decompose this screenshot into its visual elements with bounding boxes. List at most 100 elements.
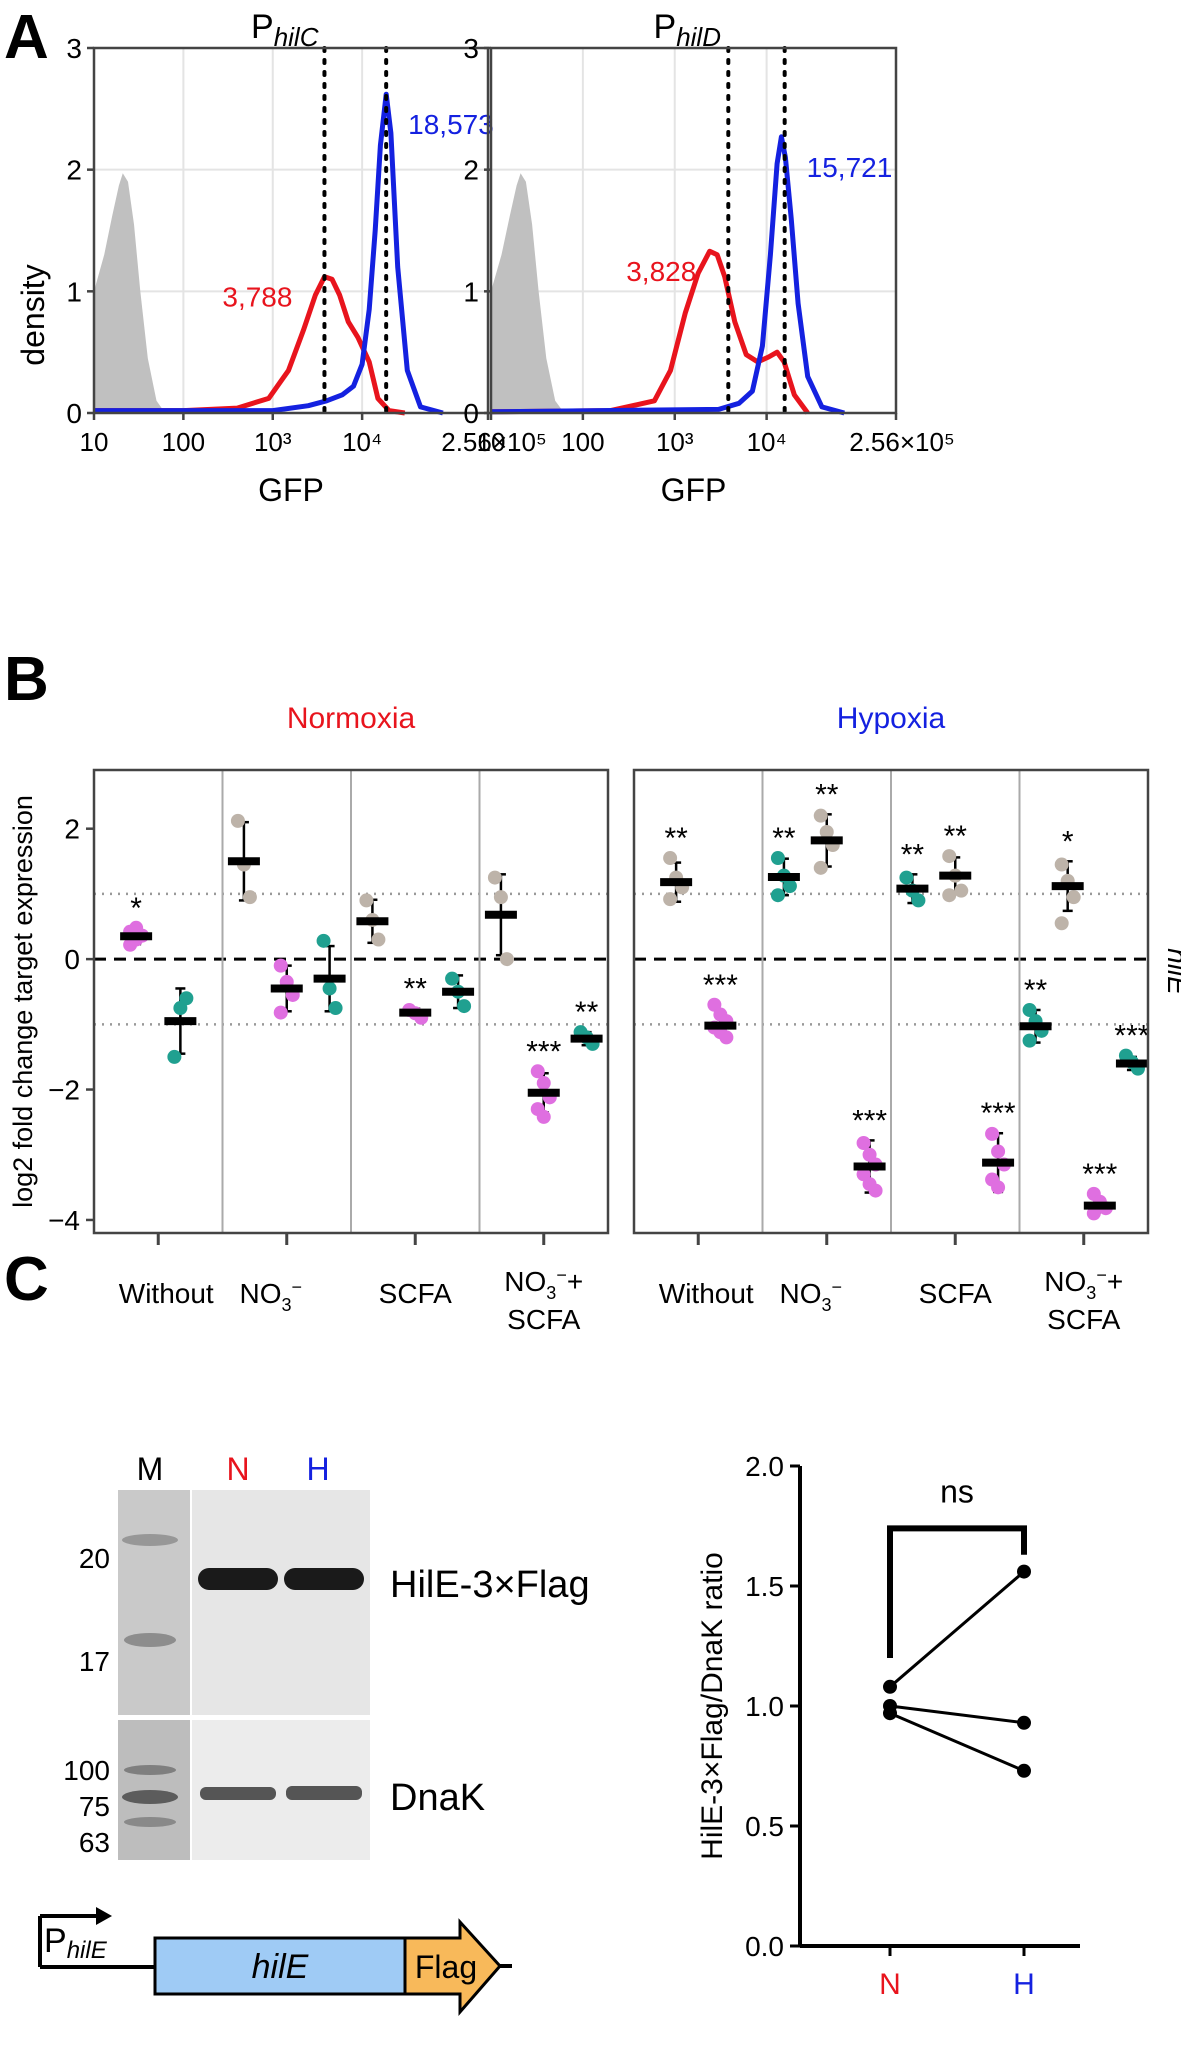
flow-annotation-hypoxia: 15,721 — [807, 152, 893, 183]
ratio-y-tick-label: 1.5 — [745, 1571, 784, 1602]
qpcr-data-point — [991, 1144, 1006, 1159]
qpcr-data-point — [819, 824, 834, 839]
qpcr-significance: *** — [1114, 1020, 1149, 1053]
blot-marker-band-75 — [122, 1790, 178, 1804]
flow-y-tick-label: 3 — [66, 33, 82, 64]
blot-marker-label-63: 63 — [79, 1827, 110, 1858]
qpcr-data-point — [942, 849, 957, 864]
ratio-point-n — [883, 1679, 897, 1694]
flow-x-tick-label: 10 — [477, 427, 506, 457]
ratio-point-n — [883, 1706, 897, 1721]
blot-band-hile-n — [198, 1568, 278, 1590]
qpcr-data-point — [954, 883, 969, 898]
flow-y-tick-label: 0 — [66, 398, 82, 429]
qpcr-x-label-combo-bottom: SCFA — [1047, 1304, 1120, 1335]
ratio-point-h — [1017, 1715, 1031, 1730]
qpcr-plot: log2 fold change target expression hilE No… — [8, 702, 1181, 1335]
qpcr-x-label-combo-plus: + — [1107, 1266, 1123, 1297]
qpcr-data-point — [856, 1136, 871, 1151]
ratio-y-axis-label: HilE-3×Flag/DnaK ratio — [696, 1552, 729, 1860]
qpcr-significance: ** — [1024, 974, 1048, 1007]
qpcr-x-label-nitrate-sub: 3 — [281, 1295, 291, 1315]
qpcr-x-label-nitrate: NO3− — [779, 1277, 842, 1315]
qpcr-significance: ** — [404, 973, 428, 1006]
qpcr-facet-title: Normoxia — [287, 702, 416, 735]
qpcr-data-point — [991, 1180, 1006, 1195]
flow-x-tick-label: 100 — [162, 427, 205, 457]
panel-label-b: B — [4, 645, 49, 714]
ratio-y-tick-label: 2.0 — [745, 1451, 784, 1482]
qpcr-x-label-without: Without — [659, 1278, 754, 1309]
flow-y-axis-label: density — [15, 264, 51, 365]
qpcr-data-point — [1022, 1033, 1037, 1048]
flow-y-tick-label: 1 — [463, 276, 479, 307]
flow-title-sub: hilC — [274, 22, 319, 52]
flow-annotation-normoxia: 3,828 — [626, 256, 696, 287]
qpcr-x-label-combo-sup: − — [1096, 1265, 1107, 1285]
qpcr-x-label-combo-sub: 3 — [1086, 1283, 1096, 1303]
ratio-x-label-n: N — [879, 1968, 901, 2001]
flow-annotation-normoxia: 3,788 — [222, 282, 292, 313]
qpcr-data-point — [868, 1183, 883, 1198]
blot-marker-lane-top — [118, 1490, 190, 1715]
ratio-y-tick-label: 0.5 — [745, 1811, 784, 1842]
ratio-significance-label: ns — [940, 1473, 974, 1509]
ratio-point-h — [1017, 1564, 1031, 1579]
flow-annotation-hypoxia: 18,573 — [408, 109, 494, 140]
qpcr-data-point — [179, 991, 194, 1006]
flow-x-axis-label: GFP — [258, 472, 324, 508]
qpcr-data-point — [273, 1005, 288, 1020]
qpcr-data-point — [242, 890, 257, 905]
flow-x-tick-label: 100 — [561, 427, 604, 457]
blot-lane-m: M — [137, 1451, 164, 1487]
flow-x-axis-label: GFP — [661, 472, 727, 508]
flow-y-tick-label: 1 — [66, 276, 82, 307]
blot-marker-band-20 — [122, 1534, 178, 1546]
qpcr-data-point — [493, 890, 508, 905]
flow-frame — [92, 46, 490, 415]
flow-plot-hilD: 3,828 15,721 0 1 2 3 10 100 10³ 10⁴ 2.56×10⁵ GFP Phi… — [463, 8, 954, 508]
qpcr-gene-label: hilE — [1162, 948, 1181, 995]
qpcr-data-point — [770, 851, 785, 866]
qpcr-significance: * — [130, 892, 142, 925]
qpcr-significance: ** — [815, 778, 839, 811]
qpcr-significance: *** — [852, 1104, 887, 1137]
qpcr-y-tick-label: 2 — [64, 814, 80, 845]
qpcr-significance: ** — [901, 838, 925, 871]
qpcr-x-label-nitrate-sup: − — [832, 1277, 843, 1297]
blot-marker-band-100 — [124, 1765, 176, 1775]
flow-title: PhilD — [654, 8, 721, 52]
construct-schematic: PhilE hilE Flag — [38, 1907, 512, 2017]
flow-series-hypoxia — [490, 134, 845, 416]
qpcr-significance: ** — [575, 996, 599, 1029]
qpcr-significance: *** — [526, 1035, 561, 1068]
qpcr-data-point — [663, 892, 678, 907]
qpcr-x-label-nitrate-main: NO — [779, 1278, 821, 1309]
flow-title-main: P — [251, 8, 274, 46]
qpcr-x-label-nitrate-sup: − — [292, 1277, 303, 1297]
qpcr-data-point — [813, 808, 828, 823]
qpcr-significance: ** — [772, 822, 796, 855]
qpcr-data-point — [359, 893, 374, 908]
qpcr-y-tick-label: −2 — [48, 1075, 80, 1106]
blot-lane-n: N — [226, 1451, 249, 1487]
qpcr-frame — [92, 768, 610, 1235]
qpcr-x-label-without: Without — [119, 1278, 214, 1309]
qpcr-significance: ** — [664, 822, 688, 855]
qpcr-x-label-combo-main: NO — [504, 1266, 546, 1297]
flow-x-tick-label: 10³ — [254, 427, 292, 457]
panel-label-c: C — [4, 1245, 49, 1314]
qpcr-data-point — [985, 1126, 1000, 1141]
qpcr-data-point — [911, 893, 926, 908]
qpcr-data-point — [536, 1076, 551, 1091]
blot-band-dnak-n — [200, 1787, 276, 1800]
qpcr-x-label-combo: NO3−+ — [504, 1265, 583, 1303]
qpcr-y-axis-label: log2 fold change target expression — [8, 795, 38, 1208]
qpcr-data-point — [445, 971, 460, 986]
qpcr-data-point — [782, 879, 797, 894]
promoter-arrow-head — [96, 1907, 112, 1925]
qpcr-data-point — [770, 888, 785, 903]
qpcr-x-label-combo-plus: + — [567, 1266, 583, 1297]
blot-marker-band-17 — [124, 1633, 176, 1647]
